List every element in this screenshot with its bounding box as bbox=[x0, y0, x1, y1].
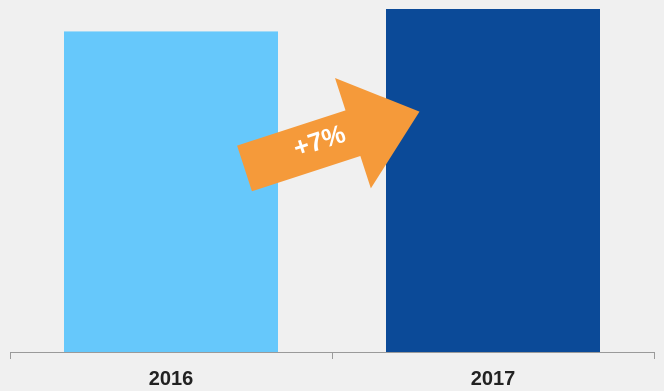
x-axis: 2016 2017 bbox=[10, 352, 655, 390]
bar-2017 bbox=[386, 9, 600, 352]
bars-layer bbox=[64, 9, 600, 353]
growth-arrow-annotation: +7% bbox=[237, 78, 420, 192]
growth-arrow-icon bbox=[237, 78, 420, 192]
x-tick-label-2017: 2017 bbox=[471, 368, 516, 390]
bar-2016 bbox=[64, 31, 278, 353]
x-tick-label-2016: 2016 bbox=[149, 368, 194, 390]
